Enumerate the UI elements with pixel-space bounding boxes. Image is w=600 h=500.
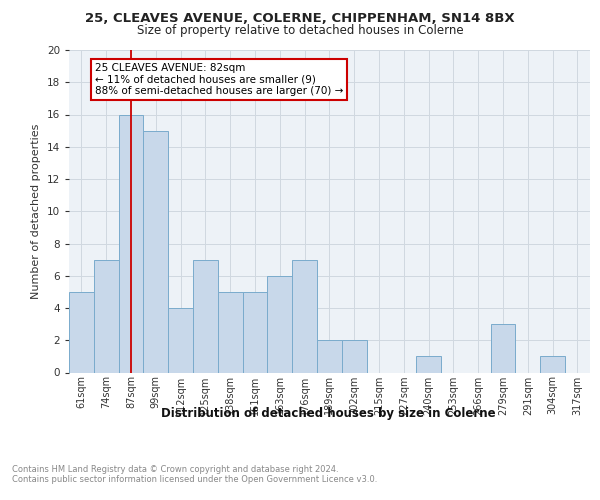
Text: 25, CLEAVES AVENUE, COLERNE, CHIPPENHAM, SN14 8BX: 25, CLEAVES AVENUE, COLERNE, CHIPPENHAM,… [85,12,515,26]
Bar [143,130,168,372]
Bar [540,356,565,372]
Text: 25 CLEAVES AVENUE: 82sqm
← 11% of detached houses are smaller (9)
88% of semi-de: 25 CLEAVES AVENUE: 82sqm ← 11% of detach… [95,63,343,96]
Bar [268,276,292,372]
Bar [168,308,193,372]
Bar [193,260,218,372]
Text: Contains HM Land Registry data © Crown copyright and database right 2024.
Contai: Contains HM Land Registry data © Crown c… [12,465,377,484]
Bar [416,356,441,372]
Bar [69,292,94,372]
Bar [491,324,515,372]
Bar [242,292,268,372]
Bar [119,114,143,372]
Bar [317,340,342,372]
Bar [218,292,242,372]
Bar [342,340,367,372]
Bar [292,260,317,372]
Bar [94,260,119,372]
Y-axis label: Number of detached properties: Number of detached properties [31,124,41,299]
Text: Size of property relative to detached houses in Colerne: Size of property relative to detached ho… [137,24,463,37]
Text: Distribution of detached houses by size in Colerne: Distribution of detached houses by size … [161,408,496,420]
